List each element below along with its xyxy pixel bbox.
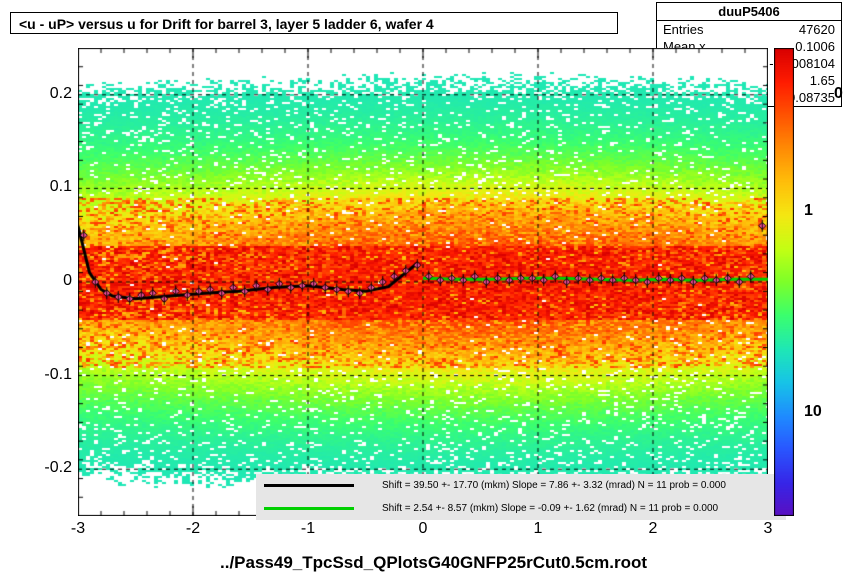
x-tick-label: -1 [301,520,315,538]
x-tick-label: 0 [419,520,428,538]
plot-area: Shift = 39.50 +- 17.70 (mkm) Slope = 7.8… [78,48,768,516]
colorbar [774,48,794,516]
stats-row: Entries47620 [657,21,841,38]
x-tick-label: -3 [71,520,85,538]
x-tick-label: 2 [649,520,658,538]
overlay-canvas [78,48,768,516]
legend-row: Shift = 2.54 +- 8.57 (mkm) Slope = -0.09… [256,497,786,520]
y-tick-label: -0.1 [22,366,72,384]
plot-title: <u - uP> versus u for Drift for barrel 3… [10,12,618,34]
root-plot: { "title": "<u - uP> versus u for Drift … [0,0,844,575]
stray-label: 0 [834,85,843,103]
y-tick-label: 0 [22,272,72,290]
fit-legend: Shift = 39.50 +- 17.70 (mkm) Slope = 7.8… [256,474,786,520]
legend-text: Shift = 39.50 +- 17.70 (mkm) Slope = 7.8… [382,480,726,491]
colorbar-tick-label: 1 [804,202,813,220]
x-tick-label: 1 [534,520,543,538]
legend-swatch-black [264,484,354,487]
y-tick-label: 0.1 [22,178,72,196]
legend-text: Shift = 2.54 +- 8.57 (mkm) Slope = -0.09… [382,503,718,514]
file-path-label: ../Pass49_TpcSsd_QPlotsG40GNFP25rCut0.5c… [220,553,647,573]
y-tick-label: 0.2 [22,85,72,103]
stats-name: duuP5406 [657,3,841,21]
colorbar-tick-label: 10 [804,403,822,421]
legend-swatch-green [264,507,354,510]
legend-row: Shift = 39.50 +- 17.70 (mkm) Slope = 7.8… [256,474,786,497]
y-tick-label: -0.2 [22,459,72,477]
x-tick-label: -2 [186,520,200,538]
x-tick-label: 3 [764,520,773,538]
